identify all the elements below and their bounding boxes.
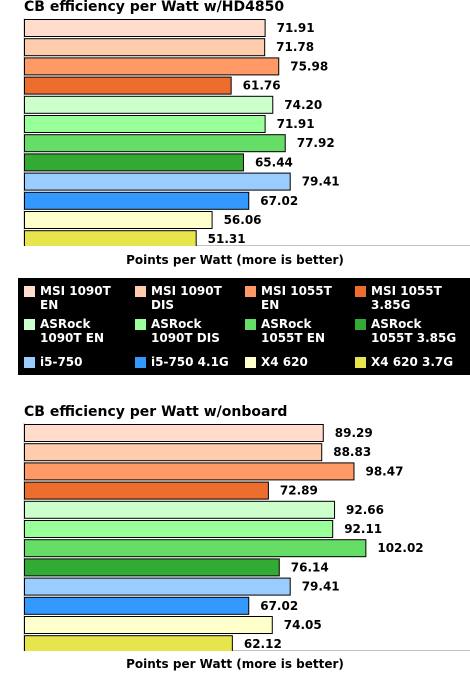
legend-item-msi-1090t-en: MSI 1090T EN [24,284,111,312]
chart2-value-label-x4-620-3-7g: 62.12 [244,637,282,651]
chart1-bar-msi-1090t-dis [24,38,266,57]
chart1-bar-msi-1055t-3-85g [24,76,232,95]
chart2-value-label-asrock-1090t-dis: 92.11 [344,522,382,536]
chart1-value-label-i5-750: 79.41 [302,175,340,189]
legend-swatch [24,319,35,330]
chart2-value-label-asrock-1055t-3-85g: 76.14 [291,560,329,574]
chart1-value-label-msi-1090t-en: 71.91 [277,21,315,35]
chart2-bar-asrock-1090t-en [24,500,336,519]
chart2-value-label-msi-1090t-en: 89.29 [335,426,373,440]
chart2-value-label-asrock-1090t-en: 92.66 [346,503,384,517]
chart1-bar-i5-750 [24,172,291,191]
legend-label: ASRock 1055T EN [261,317,326,345]
chart2-value-label-msi-1055t-3-85g: 72.89 [280,484,318,498]
chart2-value-label-msi-1090t-dis: 88.83 [333,445,371,459]
chart1-bar-msi-1090t-en [24,19,266,37]
chart2-bar-msi-1055t-en [24,462,355,481]
legend-swatch [355,319,366,330]
legend-swatch [245,319,256,330]
chart2-bar-asrock-1090t-dis [24,520,334,538]
legend-label: X4 620 [261,355,308,369]
chart1: 71.91 71.78 75.98 61.76 74.20 71.91 77.92 65.44… [0,18,470,246]
chart1-value-label-x4-620-3-7g: 51.31 [208,232,246,246]
chart2-bar-i5-750-4-1g [24,596,250,615]
chart1-value-label-asrock-1090t-en: 74.20 [284,98,322,112]
legend-label: MSI 1055T 3.85G [371,284,442,312]
legend-item-msi-1055t-en: MSI 1055T EN [245,284,332,312]
legend-item-i5-750: i5-750 [24,355,83,369]
legend-label: ASRock 1090T EN [40,317,105,345]
chart1-bar-asrock-1090t-en [24,95,274,114]
chart2: 89.29 88.83 98.47 72.89 92.66 92.11 102.02 76.1… [0,423,470,651]
legend-swatch [355,357,366,368]
legend-item-asrock-1090t-dis: ASRock 1090T DIS [135,317,220,345]
chart1-title: CB efficiency per Watt w/HD4850 [24,0,285,15]
legend-item-msi-1090t-dis: MSI 1090T DIS [135,284,222,312]
legend-swatch [24,286,35,297]
chart2-value-label-x4-620: 74.05 [284,618,322,632]
chart1-bar-asrock-1055t-3-85g [24,153,244,172]
legend-swatch [24,357,35,368]
chart2-xlabel: Points per Watt (more is better) [126,657,344,671]
chart2-bar-x4-620 [24,616,273,634]
chart1-bar-x4-620-3-7g [24,230,197,246]
chart1-value-label-asrock-1055t-3-85g: 65.44 [255,155,293,169]
legend-swatch [135,286,146,297]
chart2-value-label-asrock-1055t-en: 102.02 [377,541,423,555]
legend-label: ASRock 1055T 3.85G [371,317,457,345]
legend-label: MSI 1090T EN [40,284,111,312]
chart1-bar-asrock-1090t-dis [24,115,266,133]
chart2-title: CB efficiency per Watt w/onboard [24,404,288,420]
legend-swatch [245,286,256,297]
chart1-bar-i5-750-4-1g [24,191,250,210]
legend-swatch [135,319,146,330]
chart1-value-label-x4-620: 56.06 [224,213,262,227]
legend: MSI 1090T EN MSI 1090T DIS MSI 1055T EN MSI… [18,278,470,375]
chart1-value-label-msi-1090t-dis: 71.78 [276,40,314,54]
chart2-bar-asrock-1055t-en [24,539,367,558]
legend-swatch [245,357,256,368]
legend-label: ASRock 1090T DIS [151,317,220,345]
chart1-value-label-i5-750-4-1g: 67.02 [260,194,298,208]
legend-item-asrock-1090t-en: ASRock 1090T EN [24,317,104,345]
chart1-xlabel: Points per Watt (more is better) [126,253,344,267]
chart2-bar-msi-1055t-3-85g [24,481,269,500]
chart1-bar-asrock-1055t-en [24,134,286,153]
chart1-bar-x4-620 [24,211,213,229]
chart2-bar-asrock-1055t-3-85g [24,558,280,577]
chart2-bar-i5-750 [24,577,291,596]
legend-swatch [355,286,366,297]
legend-item-x4-620: X4 620 [245,355,308,369]
chart2-value-label-i5-750: 79.41 [302,580,340,594]
chart1-value-label-asrock-1090t-dis: 71.91 [277,117,315,131]
legend-item-x4-620-3-7g: X4 620 3.7G [355,355,453,369]
chart2-bar-msi-1090t-en [24,424,324,442]
chart1-value-label-msi-1055t-en: 75.98 [290,59,328,73]
chart2-value-label-msi-1055t-en: 98.47 [365,464,403,478]
chart1-value-label-asrock-1055t-en: 77.92 [297,136,335,150]
legend-label: i5-750 [40,355,83,369]
chart2-bar-msi-1090t-dis [24,443,323,462]
legend-item-asrock-1055t-en: ASRock 1055T EN [245,317,325,345]
legend-item-i5-750-4-1g: i5-750 4.1G [135,355,229,369]
chart2-plot: 89.29 88.83 98.47 72.89 92.66 92.11 102.02 76.1… [23,423,470,651]
legend-label: X4 620 3.7G [371,355,454,369]
chart1-bar-msi-1055t-en [24,57,280,76]
legend-swatch [135,357,146,368]
legend-label: MSI 1090T DIS [151,284,222,312]
legend-item-msi-1055t-3-85g: MSI 1055T 3.85G [355,284,442,312]
legend-label: i5-750 4.1G [151,355,229,369]
chart2-value-label-i5-750-4-1g: 67.02 [260,599,298,613]
chart1-value-label-msi-1055t-3-85g: 61.76 [243,79,281,93]
legend-label: MSI 1055T EN [261,284,332,312]
legend-item-asrock-1055t-3-85g: ASRock 1055T 3.85G [355,317,456,345]
chart2-bar-x4-620-3-7g [24,635,233,651]
